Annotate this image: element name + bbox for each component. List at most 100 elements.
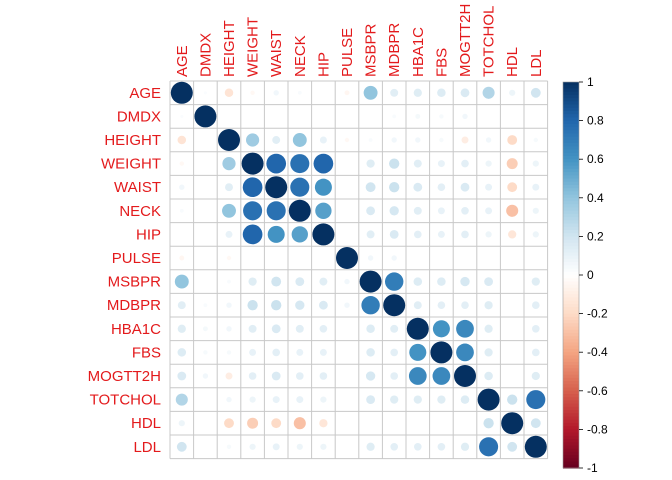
corr-circle-hip-mogtt2h <box>461 230 469 239</box>
corr-circle-mogtt2h-dmdx <box>202 373 209 379</box>
corr-circle-weight-totchol <box>485 160 492 167</box>
corr-circle-height-ldl <box>533 137 538 143</box>
corr-circle-pulse-msbpr <box>367 255 374 261</box>
col-label-pulse: PULSE <box>339 28 356 77</box>
corr-circle-hdl-ldl <box>530 418 541 429</box>
colorbar-segment <box>563 252 579 257</box>
colorbar-segment <box>563 152 579 157</box>
col-label-age: AGE <box>174 45 191 77</box>
corr-circle-ldl-hip <box>320 443 327 450</box>
row-label-fbs: FBS <box>132 344 161 361</box>
colorbar-segment <box>563 336 579 340</box>
corr-circle-hba1c-msbpr <box>366 324 375 334</box>
row-label-mogtt2h: MOGTT2H <box>88 368 161 385</box>
colorbar-segment <box>563 165 579 170</box>
corr-circle-waist-hip <box>314 178 332 196</box>
colorbar-segment <box>563 348 579 353</box>
col-label-mdbpr: MDBPR <box>386 23 403 77</box>
corr-circle-height-neck <box>292 133 307 147</box>
corr-circle-waist-mdbpr <box>389 182 400 193</box>
corr-circle-msbpr-height <box>227 279 231 284</box>
colorbar-segment <box>563 178 579 183</box>
corr-circle-age-mdbpr <box>390 88 399 97</box>
colorbar-segment <box>563 107 579 112</box>
corr-circle-mdbpr-mogtt2h <box>461 301 469 310</box>
corr-circle-mogtt2h-neck <box>295 372 304 380</box>
col-label-height: HEIGHT <box>221 20 238 77</box>
corr-circle-mogtt2h-mdbpr <box>390 372 399 380</box>
corr-circle-mogtt2h-hba1c <box>408 367 427 385</box>
colorbar-segment <box>563 294 579 299</box>
corr-circle-ldl-hdl <box>507 441 518 452</box>
corr-circle-mogtt2h-msbpr <box>365 371 376 381</box>
corr-circle-mogtt2h-waist <box>271 371 281 381</box>
colorbar-segment <box>563 213 579 218</box>
corr-circle-dmdx-dmdx <box>194 105 217 128</box>
corr-circle-age-msbpr <box>363 85 378 100</box>
colorbar-tick-label: -0.6 <box>587 384 608 398</box>
colorbar-segment <box>563 416 579 421</box>
row-label-neck: NECK <box>119 203 161 220</box>
corr-circle-neck-ldl <box>532 207 539 214</box>
corr-circle-msbpr-ldl <box>531 277 540 286</box>
colorbar-segment <box>563 419 579 424</box>
corr-circle-age-height <box>224 88 234 98</box>
corr-circle-hba1c-mogtt2h <box>456 319 474 338</box>
corr-circle-height-totchol <box>485 137 492 143</box>
corr-circle-totchol-fbs <box>437 395 446 404</box>
corr-circle-waist-neck <box>290 177 310 197</box>
colorbar-segment <box>563 239 579 244</box>
corr-circle-hip-ldl <box>532 231 539 238</box>
colorbar-tick-label: 0.6 <box>587 152 604 166</box>
corr-circle-height-hba1c <box>415 137 421 143</box>
col-label-hip: HIP <box>315 52 332 77</box>
corr-circle-msbpr-hba1c <box>413 277 423 286</box>
colorbar-segment <box>563 104 579 109</box>
corr-circle-msbpr-totchol <box>484 277 493 286</box>
corr-circle-mogtt2h-totchol <box>484 371 493 381</box>
colorbar-segment <box>563 426 579 430</box>
corr-circle-msbpr-msbpr <box>359 270 382 293</box>
colorbar-segment <box>563 88 579 93</box>
corr-circle-height-height <box>218 129 240 151</box>
corr-circle-dmdx-age <box>180 114 184 118</box>
corr-circle-mogtt2h-ldl <box>531 371 540 381</box>
corr-circle-mogtt2h-age <box>177 371 187 381</box>
colorbar-segment <box>563 159 579 164</box>
colorbar-segment <box>563 191 579 196</box>
corr-circle-msbpr-waist <box>271 276 282 287</box>
corr-circle-hip-msbpr <box>366 230 375 239</box>
colorbar-segment <box>563 246 579 250</box>
colorbar-segment <box>563 184 579 189</box>
corr-circle-msbpr-age <box>174 274 189 289</box>
corr-circle-ldl-msbpr <box>366 442 375 451</box>
colorbar-segment <box>563 320 579 324</box>
corr-circle-mdbpr-msbpr <box>361 296 380 315</box>
colorbar-segment <box>563 464 579 469</box>
corr-circle-hba1c-dmdx <box>202 326 208 332</box>
colorbar-segment <box>563 120 579 125</box>
corr-circle-msbpr-fbs <box>437 277 446 286</box>
colorbar-segment <box>563 397 579 402</box>
corr-circle-waist-age <box>179 184 185 190</box>
corr-circle-hba1c-height <box>226 326 232 332</box>
corr-circle-totchol-mogtt2h <box>460 395 470 404</box>
colorbar-segment <box>563 422 579 427</box>
row-label-hip: HIP <box>136 226 161 243</box>
colorbar-segment <box>563 361 579 366</box>
col-label-weight: WEIGHT <box>245 17 262 77</box>
colorbar-segment <box>563 110 579 115</box>
corr-circle-age-pulse <box>344 90 350 96</box>
corr-circle-hdl-waist <box>271 418 282 429</box>
corr-circle-hba1c-hba1c <box>406 317 429 340</box>
corr-circle-neck-hdl <box>506 204 519 217</box>
corr-circle-weight-ldl <box>532 160 539 167</box>
corr-circle-pulse-height <box>226 255 232 261</box>
colorbar-tick-label: -0.4 <box>587 345 608 359</box>
corr-circle-age-hba1c <box>413 88 422 97</box>
colorbar-segment <box>563 355 579 360</box>
corr-circle-neck-neck <box>288 199 311 222</box>
row-label-pulse: PULSE <box>112 250 161 267</box>
colorbar-segment <box>563 236 579 241</box>
corr-circle-age-mogtt2h <box>460 88 470 98</box>
